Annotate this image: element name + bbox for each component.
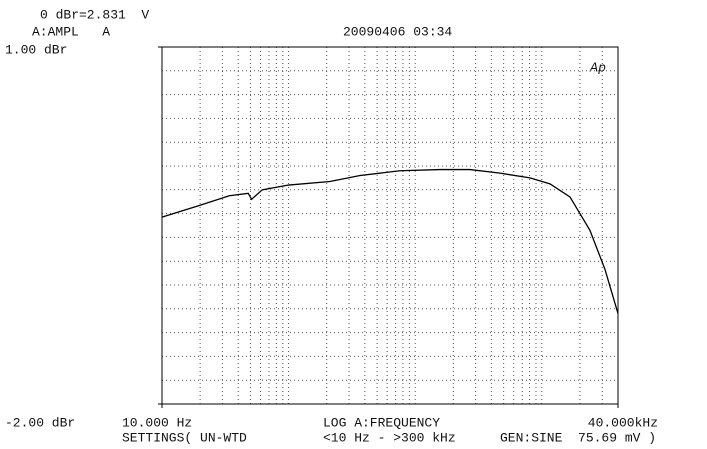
footer-text: GEN:SINE 75.69 mV ) (500, 430, 656, 445)
header-line: 0 dBr=2.831 V (40, 7, 149, 22)
timestamp: 20090406 03:34 (343, 24, 452, 39)
plot-frame (161, 46, 619, 405)
logo: Ap (589, 61, 606, 75)
y-tick-label: -2.00 dBr (5, 415, 75, 430)
header-line: A:AMPL A (32, 24, 110, 39)
x-tick-label: 10.000 Hz (122, 415, 192, 430)
y-tick-label: 1.00 dBr (5, 42, 67, 57)
footer-text: <10 Hz - >300 kHz (323, 430, 456, 445)
footer-text: SETTINGS( UN-WTD (122, 430, 247, 445)
x-axis-label: LOG A:FREQUENCY (323, 415, 440, 430)
x-tick-label: 40.000kHz (588, 415, 658, 430)
data-line (161, 168, 619, 314)
